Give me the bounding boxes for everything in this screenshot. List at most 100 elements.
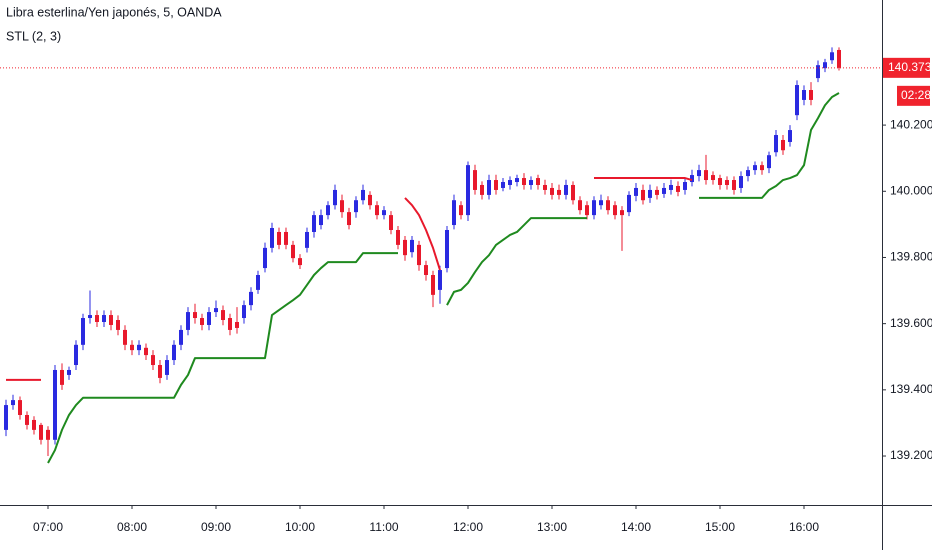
candle-body [550, 187, 554, 195]
candle-body [60, 369, 64, 385]
candle-body [515, 178, 519, 183]
candle-body [466, 165, 470, 216]
candle-body [795, 85, 799, 116]
candle-body [130, 344, 134, 351]
candle-body [340, 200, 344, 213]
candle-body [767, 155, 771, 169]
last-price-box [883, 57, 930, 78]
candle-body [627, 194, 631, 213]
candle-body [39, 424, 43, 440]
y-tick-label: 139.400 [890, 382, 932, 396]
candle-body [655, 189, 659, 195]
stl-resistance-line [6, 177, 693, 381]
candle-body [529, 180, 533, 185]
candle-body [165, 360, 169, 375]
indicator-label: STL (2, 3) [6, 29, 61, 43]
candle-body [592, 200, 596, 216]
candle-body [536, 178, 540, 185]
x-tick-label: 07:00 [33, 520, 63, 534]
x-tick-label: 13:00 [537, 520, 567, 534]
candle-body [95, 315, 99, 322]
candle-body [235, 321, 239, 328]
candle-body [298, 258, 302, 266]
candle-body [18, 400, 22, 415]
candle-body [123, 329, 127, 345]
candle-body [571, 184, 575, 201]
candle-body [67, 369, 71, 375]
candle-body [788, 130, 792, 142]
candle-body [753, 165, 757, 171]
candle-body [4, 405, 8, 430]
candle-body [193, 312, 197, 319]
candle-body [109, 315, 113, 325]
candle-body [32, 419, 36, 430]
candle-body [263, 247, 267, 269]
candle-body [578, 200, 582, 211]
candle-body [228, 318, 232, 330]
candle-body [487, 180, 491, 195]
x-tick-label: 16:00 [789, 520, 819, 534]
x-tick-label: 11:00 [369, 520, 398, 534]
candle-body [641, 189, 645, 201]
candle-body [25, 414, 29, 425]
candle-body [438, 270, 442, 290]
x-tick-label: 15:00 [705, 520, 735, 534]
candle-body [564, 184, 568, 195]
candle-body [305, 231, 309, 248]
candle-body [291, 244, 295, 259]
candle-body [697, 170, 701, 177]
candle-body [606, 200, 610, 211]
candle-body [74, 344, 78, 366]
candle-body [683, 182, 687, 190]
last-price-label: 140.373 [888, 60, 932, 74]
x-tick-label: 14:00 [621, 520, 651, 534]
candle-body [417, 244, 421, 266]
candle-body [613, 205, 617, 216]
candle-body [312, 215, 316, 232]
candle-body [774, 135, 778, 153]
candle-body [634, 187, 638, 196]
candle-body [837, 49, 841, 68]
candle-body [242, 305, 246, 319]
candle-body [704, 170, 708, 181]
candle-body [11, 400, 15, 406]
candle-body [333, 189, 337, 206]
candle-body [620, 210, 624, 216]
countdown-label: 02:28 [901, 88, 931, 102]
candle-body [823, 62, 827, 69]
candle-body [725, 180, 729, 185]
candle-body [46, 429, 50, 440]
candle-body [137, 344, 141, 351]
candle-body [445, 229, 449, 269]
candle-body [396, 229, 400, 245]
candle-body [347, 212, 351, 226]
candle-body [88, 315, 92, 319]
candle-body [543, 184, 547, 190]
candle-body [662, 187, 666, 194]
candle-body [522, 178, 526, 185]
candle-body [382, 210, 386, 216]
candle-body [389, 215, 393, 230]
y-tick-label: 140.200 [890, 117, 932, 131]
candle-body [711, 175, 715, 181]
x-tick-label: 08:00 [117, 520, 147, 534]
x-tick-label: 09:00 [201, 520, 231, 534]
candle-body [732, 180, 736, 190]
candle-body [494, 180, 498, 190]
plot-area [4, 47, 841, 464]
candle-body [172, 344, 176, 361]
candle-body [830, 52, 834, 61]
candle-body [151, 355, 155, 366]
candle-body [326, 205, 330, 216]
y-tick-label: 139.800 [890, 250, 932, 264]
candle-body [102, 315, 106, 322]
candle-body [284, 231, 288, 245]
candle-body [53, 369, 57, 440]
candle-body [690, 175, 694, 183]
x-tick-label: 10:00 [285, 520, 315, 534]
candle-body [452, 200, 456, 226]
candle-body [746, 170, 750, 177]
candle-body [179, 329, 183, 345]
